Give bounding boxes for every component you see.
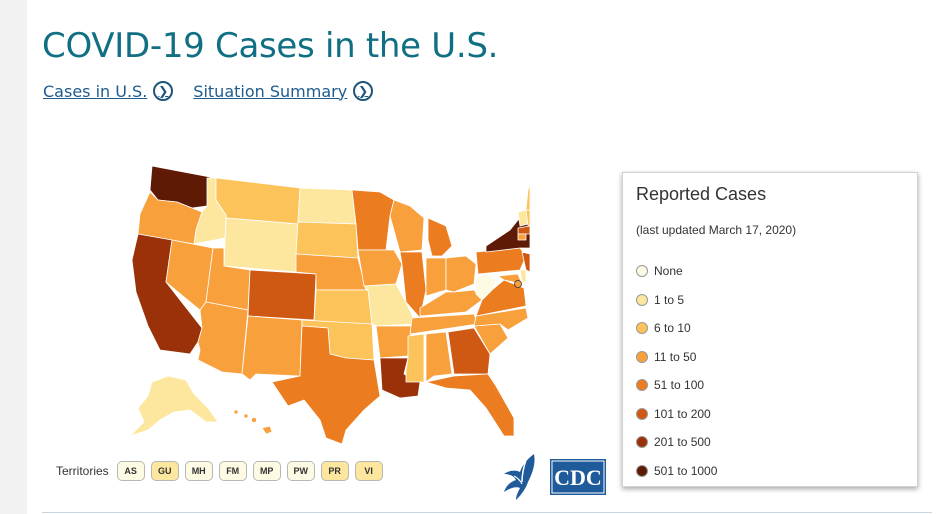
state-wi[interactable] [389,199,425,253]
bottom-divider [42,512,932,513]
state-ny[interactable] [485,215,530,253]
legend-swatch [636,322,648,335]
legend-swatch [636,379,648,392]
state-ms[interactable] [405,333,425,383]
state-az[interactable] [197,301,249,375]
legend-item-101-to-200: 101 to 200 [636,400,717,429]
cases-in-us-link[interactable]: Cases in U.S. ❯ [43,81,174,101]
logos: CDC [500,452,606,502]
territory-mp[interactable]: MP [252,461,281,481]
legend-item-label: 11 to 50 [654,349,697,364]
legend-item-label: None [654,264,683,279]
situation-summary-link[interactable]: Situation Summary ❯ [193,81,374,101]
legend-title: Reported Cases [636,184,767,204]
legend-swatch [636,350,648,363]
territory-gu[interactable]: GU [150,461,179,481]
state-in[interactable] [425,257,447,297]
state-wv[interactable] [475,273,497,301]
state-mi[interactable] [427,217,453,257]
state-pa[interactable] [475,247,527,275]
territory-pw[interactable]: PW [286,461,315,481]
state-sd[interactable] [295,221,359,259]
link-bar: Cases in U.S. ❯ Situation Summary ❯ [43,81,374,101]
state-wy[interactable] [223,217,299,273]
state-ks[interactable] [313,289,373,325]
territory-as[interactable]: AS [116,461,145,481]
state-ma[interactable] [517,225,530,235]
state-ga[interactable] [447,327,491,375]
state-tx[interactable] [271,325,381,445]
state-ak[interactable] [129,375,219,437]
state-nm[interactable] [241,315,303,381]
legend-item-501-to-1000: 501 to 1000 [636,457,717,486]
hawaii-island [233,409,239,415]
state-mo[interactable] [363,283,417,327]
legend-item-label: 1 to 5 [654,292,685,307]
legend-subtitle: (last updated March 17, 2020) [636,223,797,237]
legend-panel: Reported Cases (last updated March 17, 2… [622,172,918,487]
state-oh[interactable] [445,255,477,293]
legend-item-201-to-500: 201 to 500 [636,428,717,457]
territories-bar: Territories AS GU MH FM MP PW PR VI [56,461,383,481]
legend-item-label: 51 to 100 [654,378,705,393]
left-rail [0,0,27,514]
legend-swatch [636,265,648,278]
state-ia[interactable] [357,249,403,287]
state-nc[interactable] [473,307,529,331]
state-me[interactable] [525,183,530,211]
legend-item-51-to-100: 51 to 100 [636,371,717,400]
legend-item-6-to-10: 6 to 10 [636,314,717,343]
state-hi[interactable] [261,425,273,435]
state-ct[interactable] [517,233,527,241]
state-al[interactable] [425,331,453,383]
legend-item-label: 6 to 10 [654,321,691,336]
us-map [129,165,530,445]
legend-item-1-to-5: 1 to 5 [636,286,717,315]
territories-label: Territories [56,464,109,478]
state-nj[interactable] [521,251,530,273]
territory-pr[interactable]: PR [320,461,349,481]
legend-item-label: 201 to 500 [654,435,711,450]
territory-fm[interactable]: FM [218,461,247,481]
state-fl[interactable] [425,373,515,437]
state-dc[interactable] [514,280,522,288]
legend-swatch [636,436,648,449]
chevron-right-icon: ❯ [353,81,374,101]
state-nd[interactable] [297,187,357,225]
cases-in-us-link-label: Cases in U.S. [43,81,148,101]
territory-mh[interactable]: MH [184,461,213,481]
state-co[interactable] [247,269,317,321]
hhs-eagle-logo-icon [504,454,535,500]
territory-vi[interactable]: VI [354,461,383,481]
state-ar[interactable] [375,325,413,359]
legend-item-none: None [636,257,717,286]
legend-swatch [636,293,648,306]
legend-item-label: 101 to 200 [654,406,711,421]
situation-summary-link-label: Situation Summary [193,81,348,101]
chevron-right-icon: ❯ [153,81,174,101]
hawaii-island [251,417,257,423]
legend-swatch [636,464,648,477]
cdc-logo-icon: CDC [550,459,606,495]
legend-swatch [636,407,648,420]
legend-items: None 1 to 5 6 to 10 11 to 50 51 to 100 1… [636,257,717,485]
legend-item-label: 501 to 1000 [654,463,718,478]
page-title: COVID-19 Cases in the U.S. [42,26,499,66]
legend-item-11-to-50: 11 to 50 [636,343,717,372]
hawaii-island [243,413,249,419]
cdc-logo-text: CDC [554,465,602,490]
state-mn[interactable] [351,189,395,251]
state-de[interactable] [519,269,527,283]
state-mt[interactable] [215,177,301,225]
